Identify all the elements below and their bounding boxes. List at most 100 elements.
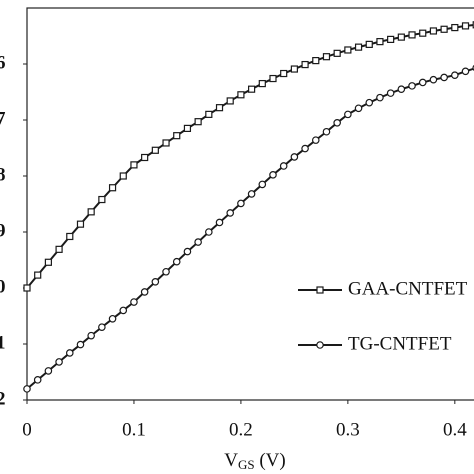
data-point xyxy=(354,43,363,51)
data-point xyxy=(172,257,181,266)
data-point xyxy=(280,69,288,78)
data-point xyxy=(344,46,352,54)
data-point xyxy=(98,323,106,331)
data-point xyxy=(258,180,267,189)
data-point xyxy=(354,104,363,113)
data-point xyxy=(333,49,341,57)
data-point xyxy=(183,247,192,256)
legend-marker xyxy=(316,341,324,349)
data-point xyxy=(44,258,52,266)
data-point xyxy=(76,340,85,349)
data-point xyxy=(269,74,277,83)
data-point xyxy=(226,97,234,105)
data-point xyxy=(76,220,85,228)
data-point xyxy=(408,82,416,90)
data-point xyxy=(312,57,320,65)
data-point xyxy=(429,27,438,35)
data-point xyxy=(130,298,138,306)
data-point xyxy=(387,35,395,43)
data-point xyxy=(34,271,42,279)
data-point xyxy=(108,184,117,192)
data-point xyxy=(376,38,384,46)
data-point xyxy=(376,93,384,102)
data-point xyxy=(279,162,288,170)
data-point xyxy=(237,199,245,208)
data-point xyxy=(440,25,448,33)
data-point xyxy=(55,358,63,366)
data-point xyxy=(194,238,202,246)
x-tick-label: 0 xyxy=(22,419,32,440)
x-tick-label: 0.1 xyxy=(122,419,146,440)
data-point xyxy=(226,209,235,217)
series-line xyxy=(26,24,474,289)
data-point xyxy=(451,23,459,32)
data-point xyxy=(215,218,224,227)
x-tick-label: 0.2 xyxy=(229,419,253,440)
data-point xyxy=(290,65,298,73)
data-point xyxy=(44,367,53,375)
data-point xyxy=(408,31,416,39)
data-point xyxy=(418,78,427,87)
data-point xyxy=(205,110,213,118)
data-point xyxy=(451,71,459,79)
data-point xyxy=(205,228,213,236)
y-tick-label: 7 xyxy=(0,108,6,129)
data-point xyxy=(440,73,448,82)
data-point xyxy=(269,171,277,179)
data-point xyxy=(344,110,352,119)
data-point xyxy=(183,124,192,132)
y-tick-label: 8 xyxy=(0,164,6,185)
data-point xyxy=(151,146,159,154)
data-point xyxy=(397,85,406,93)
data-point xyxy=(23,284,31,292)
y-tick-label: 0 xyxy=(0,276,6,297)
data-point xyxy=(162,139,170,147)
data-point xyxy=(141,153,149,162)
data-point xyxy=(23,385,31,393)
data-point xyxy=(290,153,299,161)
plot-frame xyxy=(26,7,474,401)
data-point xyxy=(119,306,128,315)
data-point xyxy=(461,67,470,76)
data-point xyxy=(322,53,331,61)
data-point xyxy=(247,190,256,198)
data-point xyxy=(108,314,117,323)
data-point xyxy=(311,136,320,144)
data-point xyxy=(87,208,95,216)
data-point xyxy=(33,376,42,384)
data-point xyxy=(119,172,127,180)
data-point xyxy=(65,349,74,357)
data-point xyxy=(151,278,160,286)
data-point xyxy=(258,79,266,88)
data-point xyxy=(333,119,341,127)
data-point xyxy=(365,98,374,107)
y-tick-label: 2 xyxy=(0,388,6,409)
data-point xyxy=(98,195,106,204)
data-point xyxy=(301,60,309,69)
data-point xyxy=(386,89,395,97)
x-tick-label: 0.3 xyxy=(336,419,360,440)
data-point xyxy=(130,161,138,169)
data-point xyxy=(87,331,95,340)
data-point xyxy=(173,132,181,140)
data-point xyxy=(140,288,149,296)
data-point xyxy=(322,127,331,136)
legend-marker xyxy=(316,286,324,294)
data-point xyxy=(215,104,224,112)
y-tick-label: 9 xyxy=(0,220,6,241)
legend-label: GAA-CNTFET xyxy=(348,278,468,299)
data-point xyxy=(365,40,373,48)
x-axis-label: VGS (V) xyxy=(224,450,286,472)
data-point xyxy=(429,75,438,84)
y-tick-label: 6 xyxy=(0,52,6,73)
data-point xyxy=(237,91,245,99)
data-point xyxy=(301,144,309,153)
data-point xyxy=(194,118,202,126)
x-tick-label: 0.4 xyxy=(443,419,467,440)
data-point xyxy=(55,245,63,253)
data-point xyxy=(66,232,74,241)
data-point xyxy=(248,85,256,93)
data-point xyxy=(461,22,470,30)
data-point xyxy=(162,267,170,276)
